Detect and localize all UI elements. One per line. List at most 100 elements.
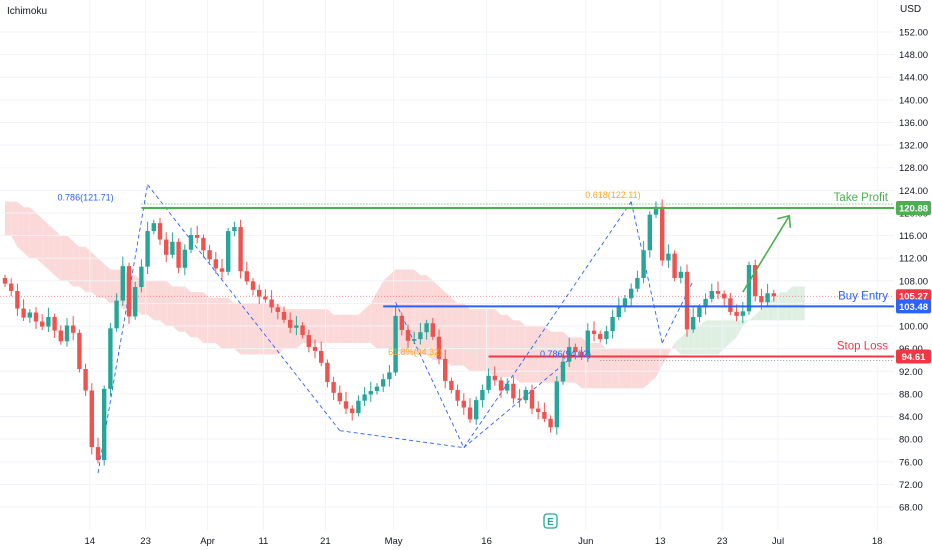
candle-body[interactable] — [350, 408, 355, 414]
candle-body[interactable] — [319, 350, 324, 363]
candle-body[interactable] — [337, 392, 342, 402]
candle-body[interactable] — [691, 317, 696, 330]
candle-body[interactable] — [40, 321, 45, 327]
candle-body[interactable] — [2, 277, 8, 284]
candle-body[interactable] — [678, 271, 683, 278]
time-axis[interactable]: 14 23 Apr 11 21 May 16 Jun 13 23 Jul 18 — [85, 536, 883, 547]
candle-body[interactable] — [244, 271, 249, 282]
candle-body[interactable] — [424, 323, 429, 333]
candle-body[interactable] — [511, 383, 516, 399]
candle-body[interactable] — [77, 332, 82, 370]
candle-body[interactable] — [263, 296, 268, 300]
candle-body[interactable] — [300, 325, 305, 336]
candle-body[interactable] — [449, 380, 454, 390]
candle-body[interactable] — [108, 328, 113, 389]
candle-body[interactable] — [207, 250, 212, 260]
candle-body[interactable] — [616, 306, 621, 317]
candle-body[interactable] — [170, 241, 175, 255]
candle-body[interactable] — [722, 293, 727, 299]
candle-body[interactable] — [740, 311, 745, 316]
candle-body[interactable] — [703, 298, 708, 308]
price-axis-bg[interactable] — [894, 0, 932, 550]
candle-body[interactable] — [58, 330, 63, 342]
candle-body[interactable] — [536, 408, 541, 412]
candle-body[interactable] — [306, 335, 311, 347]
candle-body[interactable] — [591, 330, 597, 334]
candle-body[interactable] — [579, 352, 584, 357]
candle-body[interactable] — [213, 259, 218, 269]
candle-body[interactable] — [374, 386, 380, 392]
candle-body[interactable] — [542, 412, 547, 419]
candle-body[interactable] — [647, 214, 652, 251]
events-icon[interactable]: E — [543, 513, 558, 529]
candle-body[interactable] — [312, 346, 318, 351]
candle-body[interactable] — [393, 315, 398, 373]
candle-body[interactable] — [294, 325, 299, 328]
candle-body[interactable] — [604, 331, 609, 340]
candle-body[interactable] — [529, 389, 535, 409]
candle-body[interactable] — [15, 290, 20, 309]
candle-body[interactable] — [622, 298, 628, 307]
candle-body[interactable] — [188, 235, 194, 250]
candle-body[interactable] — [548, 418, 553, 428]
candle-body[interactable] — [95, 447, 101, 461]
candle-body[interactable] — [21, 308, 26, 318]
candle-body[interactable] — [257, 289, 262, 297]
candle-body[interactable] — [201, 237, 206, 251]
candle-body[interactable] — [753, 264, 758, 297]
candle-body[interactable] — [9, 283, 14, 291]
candle-body[interactable] — [281, 311, 287, 320]
candle-body[interactable] — [64, 325, 70, 342]
candle-body[interactable] — [164, 239, 169, 255]
candle-body[interactable] — [573, 346, 578, 353]
candle-body[interactable] — [554, 381, 559, 428]
candle-body[interactable] — [430, 323, 435, 337]
candle-body[interactable] — [52, 317, 57, 331]
candles[interactable] — [2, 199, 776, 466]
candle-body[interactable] — [325, 362, 330, 383]
candle-body[interactable] — [517, 398, 522, 401]
candle-body[interactable] — [288, 319, 293, 328]
candle-body[interactable] — [83, 369, 88, 391]
candle-body[interactable] — [523, 389, 528, 401]
candle-body[interactable] — [33, 312, 39, 322]
candle-body[interactable] — [436, 336, 442, 359]
candle-body[interactable] — [672, 253, 677, 278]
candle-body[interactable] — [567, 346, 572, 362]
price-levels[interactable]: Take Profit Buy Entry Stop Loss — [141, 192, 894, 361]
candle-body[interactable] — [734, 311, 739, 316]
candle-body[interactable] — [226, 231, 231, 272]
candle-body[interactable] — [765, 293, 770, 303]
candle-body[interactable] — [219, 268, 225, 272]
candle-body[interactable] — [461, 400, 466, 408]
candle-body[interactable] — [46, 317, 51, 327]
candle-body[interactable] — [486, 375, 491, 390]
candle-body[interactable] — [666, 253, 671, 261]
candle-body[interactable] — [176, 241, 181, 268]
candle-body[interactable] — [405, 330, 411, 341]
candle-body[interactable] — [71, 325, 76, 333]
candle-body[interactable] — [145, 231, 150, 267]
candle-body[interactable] — [269, 299, 274, 308]
candle-body[interactable] — [102, 388, 107, 461]
candle-body[interactable] — [709, 290, 714, 299]
candle-body[interactable] — [474, 400, 479, 420]
candle-body[interactable] — [27, 312, 32, 318]
candle-body[interactable] — [343, 401, 349, 409]
candle-body[interactable] — [114, 300, 119, 329]
candle-body[interactable] — [467, 407, 473, 420]
candle-body[interactable] — [368, 391, 373, 395]
candle-body[interactable] — [653, 206, 659, 215]
candle-body[interactable] — [746, 264, 752, 312]
candle-body[interactable] — [505, 383, 510, 391]
candle-body[interactable] — [399, 315, 404, 331]
candle-body[interactable] — [139, 266, 144, 288]
candle-body[interactable] — [684, 271, 690, 330]
candle-body[interactable] — [697, 307, 702, 317]
candle-body[interactable] — [238, 227, 243, 272]
candle-body[interactable] — [133, 287, 138, 317]
candle-body[interactable] — [480, 389, 485, 401]
candle-body[interactable] — [418, 332, 423, 340]
candle-body[interactable] — [126, 266, 132, 317]
